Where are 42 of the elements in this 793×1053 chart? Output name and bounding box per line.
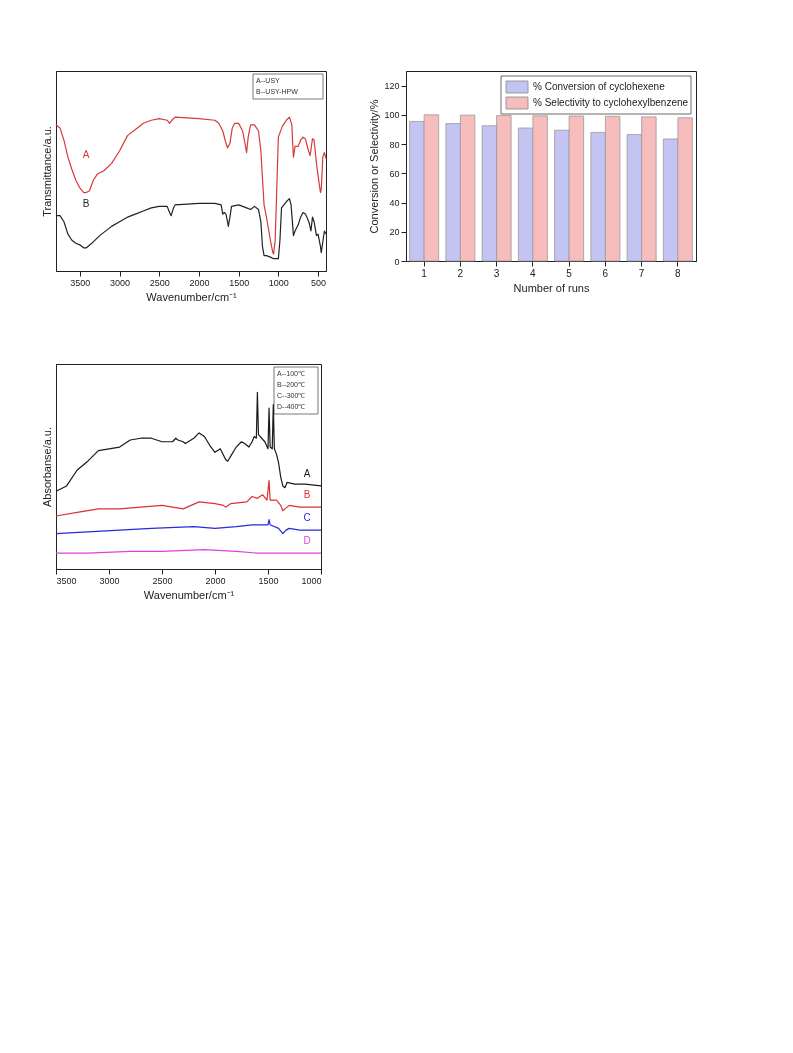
x-tick-label: 3500 — [70, 277, 91, 288]
x-tick-label: 2000 — [205, 575, 226, 586]
x-tick-label: 5 — [566, 267, 573, 279]
y-tick-label: 40 — [389, 198, 400, 209]
y-tick-label: 100 — [384, 110, 400, 121]
x-tick-label: 1500 — [229, 277, 250, 288]
y-tick-label: 80 — [389, 139, 400, 150]
x-tick-label: 1 — [421, 267, 428, 279]
y-tick-label: 0 — [394, 256, 400, 267]
y-tick-label: 20 — [389, 227, 400, 238]
x-tick-label: 2000 — [189, 277, 210, 288]
x-tick-label: 2500 — [152, 575, 173, 586]
series-label: B — [303, 489, 311, 501]
x-tick-label: 3000 — [110, 277, 131, 288]
series-label: A — [82, 148, 90, 160]
legend-label: % Conversion of cyclohexene — [533, 81, 666, 92]
series-label: C — [303, 512, 311, 524]
y-axis-title: Transmittance/a.u. — [40, 126, 53, 217]
x-axis-title: Wavenumber/cm⁻¹ — [143, 588, 235, 601]
x-tick-label: 3 — [493, 267, 500, 279]
y-axis-title: Absorbanse/a.u. — [40, 426, 53, 508]
x-axis-title: Number of runs — [513, 281, 590, 294]
x-axis-title: Wavenumber/cm⁻¹ — [146, 290, 238, 303]
text: B — [82, 197, 90, 209]
x-tick-label: 3500 — [56, 575, 77, 586]
x-tick-label: 7 — [638, 267, 645, 279]
x-tick-label: 1500 — [258, 575, 279, 586]
x-tick-label: 2500 — [149, 277, 170, 288]
series-label: D — [303, 535, 311, 547]
x-tick-label: 1000 — [268, 277, 289, 288]
y-axis-title: Conversion or Selectivity/% — [368, 99, 381, 234]
x-tick-label: 6 — [602, 267, 609, 279]
x-tick-label: 3000 — [99, 575, 120, 586]
x-tick-label: 1000 — [301, 575, 322, 586]
y-tick-label: 120 — [384, 81, 400, 92]
x-tick-label: 8 — [675, 267, 682, 279]
x-tick-label: 500 — [311, 277, 327, 288]
series-label: A — [303, 467, 311, 479]
y-tick-label: 60 — [389, 168, 400, 179]
x-tick-label: 2 — [457, 267, 464, 279]
legend-label: % Selectivity to cyclohexylbenzene — [533, 97, 689, 108]
x-tick-label: 4 — [530, 267, 537, 279]
